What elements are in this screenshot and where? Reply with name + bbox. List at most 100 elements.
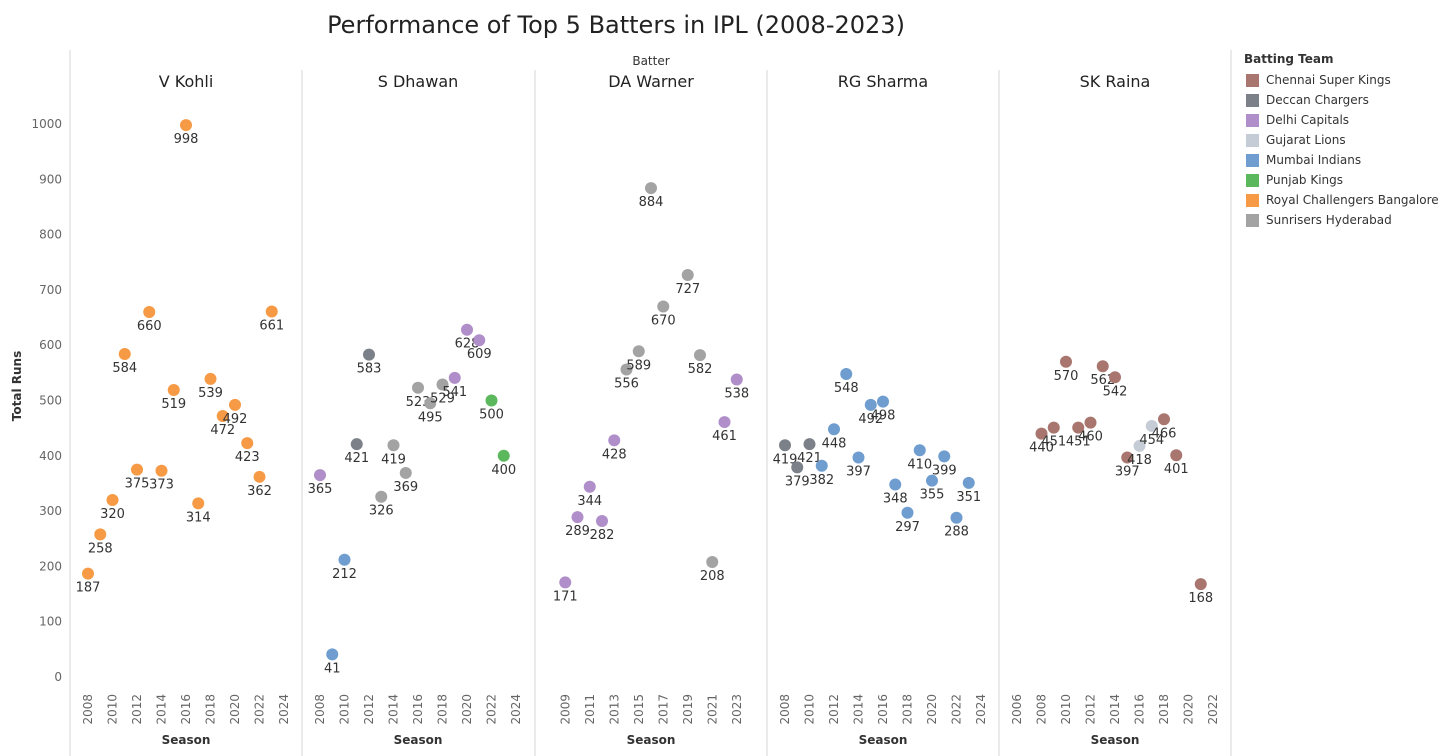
data-point	[779, 439, 791, 452]
data-label: 365	[308, 482, 333, 497]
legend-label: Chennai Super Kings	[1266, 73, 1391, 87]
x-tick-label: 2012	[362, 694, 376, 725]
data-point	[1096, 360, 1109, 373]
data-point	[913, 444, 926, 457]
legend-swatch	[1246, 153, 1259, 167]
legend-item: Chennai Super Kings	[1238, 70, 1443, 90]
x-axis-label: Season	[859, 733, 908, 747]
data-label: 448	[822, 436, 847, 451]
data-label: 418	[1127, 453, 1152, 468]
data-label: 539	[198, 386, 223, 401]
x-tick-label: 2024	[974, 694, 988, 725]
data-point	[901, 506, 914, 519]
data-label: 397	[1115, 464, 1140, 479]
x-tick-label: 2022	[253, 694, 267, 725]
data-point	[681, 268, 694, 281]
data-point	[864, 398, 877, 411]
legend-swatch	[1246, 73, 1259, 87]
legend: Batting Team Chennai Super Kings Deccan C…	[1238, 52, 1443, 230]
data-point	[143, 306, 156, 319]
data-label: 410	[907, 457, 932, 472]
legend-label: Delhi Capitals	[1266, 113, 1350, 127]
x-tick-label: 2018	[204, 694, 218, 725]
data-label: 500	[479, 408, 504, 423]
data-point	[229, 398, 241, 411]
legend-label: Deccan Chargers	[1266, 93, 1369, 107]
data-label: 362	[247, 484, 272, 499]
data-label: 428	[602, 447, 627, 462]
data-label: 542	[1103, 384, 1128, 399]
x-tick-label: 2019	[681, 694, 695, 725]
x-tick-label: 2016	[179, 694, 193, 725]
data-label: 461	[712, 429, 737, 444]
data-label: 400	[491, 463, 516, 478]
x-tick-label: 2018	[901, 694, 915, 725]
x-tick-label: 2009	[558, 694, 572, 725]
x-tick-label: 2020	[925, 694, 939, 725]
legend-item: Deccan Chargers	[1238, 90, 1443, 110]
data-label: 523	[406, 395, 431, 410]
data-label: 492	[223, 412, 248, 427]
data-label: 369	[393, 480, 418, 495]
data-point	[889, 478, 902, 491]
x-tick-label: 2010	[1059, 694, 1073, 725]
data-point	[1084, 416, 1097, 429]
data-point	[338, 553, 351, 566]
data-point	[694, 349, 706, 362]
y-axis-label: Total Runs	[10, 351, 24, 421]
data-label: 419	[773, 452, 798, 467]
x-tick-label: 2020	[1182, 694, 1196, 725]
data-point	[803, 438, 816, 451]
legend-item: Punjab Kings	[1238, 170, 1443, 190]
data-point	[962, 476, 975, 489]
data-point	[730, 373, 743, 386]
data-point	[412, 381, 424, 394]
x-tick-label: 2010	[338, 694, 352, 725]
data-point	[852, 451, 865, 464]
legend-label: Mumbai Indians	[1266, 153, 1362, 167]
data-label: 589	[626, 358, 651, 373]
data-point	[1145, 419, 1158, 432]
data-label: 570	[1054, 369, 1079, 384]
x-tick-label: 2014	[155, 694, 169, 725]
legend-label: Punjab Kings	[1266, 173, 1344, 187]
y-tick-label: 300	[39, 504, 62, 518]
data-point	[596, 515, 608, 528]
y-tick-label: 700	[39, 283, 62, 297]
data-point	[241, 437, 254, 450]
data-label: 208	[700, 569, 725, 584]
data-label: 421	[797, 451, 822, 466]
x-tick-label: 2016	[876, 694, 890, 725]
data-label: 348	[883, 492, 908, 507]
data-label: 423	[235, 450, 260, 465]
x-axis-label: Season	[162, 733, 211, 747]
data-label: 460	[1078, 430, 1103, 445]
data-label: 397	[846, 464, 871, 479]
legend-swatch	[1246, 133, 1259, 147]
data-point	[363, 348, 375, 361]
data-label: 495	[418, 410, 443, 425]
x-tick-label: 2024	[509, 694, 523, 725]
data-label: 440	[1029, 441, 1054, 456]
data-point	[473, 334, 486, 347]
x-tick-label: 2023	[730, 694, 744, 725]
data-label: 466	[1152, 426, 1177, 441]
data-label: 171	[553, 589, 578, 604]
legend-swatch	[1246, 193, 1259, 207]
y-tick-label: 400	[39, 449, 62, 463]
data-label: 454	[1139, 433, 1164, 448]
data-point	[350, 438, 363, 451]
legend-label: Sunrisers Hyderabad	[1266, 213, 1392, 227]
data-point	[167, 383, 180, 396]
legend-item: Delhi Capitals	[1238, 110, 1443, 130]
legend-label: Gujarat Lions	[1266, 133, 1346, 147]
data-label: 375	[125, 477, 150, 492]
data-point	[326, 648, 339, 661]
data-point	[448, 371, 461, 384]
x-tick-label: 2008	[81, 694, 95, 725]
legend-swatch	[1246, 173, 1259, 187]
data-label: 314	[186, 510, 211, 525]
data-label: 326	[369, 504, 394, 519]
data-point	[216, 409, 229, 422]
